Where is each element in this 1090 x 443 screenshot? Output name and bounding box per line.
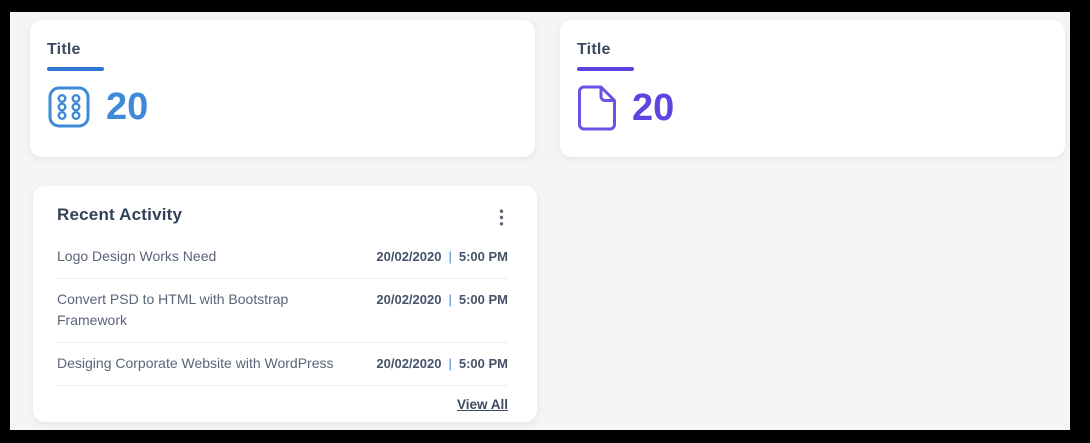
stat-value: 20	[632, 87, 675, 129]
activity-time: 5:00 PM	[458, 249, 508, 264]
view-all-link[interactable]: View All	[456, 397, 508, 412]
stat-row: 20	[47, 85, 517, 129]
activity-label: Desiging Corporate Website with WordPres…	[57, 355, 334, 371]
activity-meta: 20/02/2020 | 5:00 PM	[376, 289, 508, 310]
activity-meta: 20/02/2020 | 5:00 PM	[376, 353, 508, 374]
activity-date: 20/02/2020	[376, 249, 442, 264]
activity-date: 20/02/2020	[376, 356, 442, 371]
stat-title-underline	[577, 67, 634, 71]
activity-time: 5:00 PM	[458, 356, 508, 371]
file-icon	[577, 85, 617, 131]
meta-separator: |	[448, 356, 452, 371]
activity-date: 20/02/2020	[376, 292, 442, 307]
activity-label: Logo Design Works Need	[57, 248, 217, 264]
activity-row[interactable]: Logo Design Works Need 20/02/2020 | 5:00 P…	[57, 236, 508, 279]
stat-card-title: Title	[47, 41, 81, 58]
stat-card-file: Title 20	[560, 20, 1065, 157]
stat-card-title: Title	[577, 41, 611, 58]
dashboard-page: Title 20 Title	[10, 12, 1070, 430]
recent-activity-header: Recent Activity	[57, 205, 508, 231]
kebab-menu-icon	[499, 209, 504, 229]
activity-time: 5:00 PM	[458, 292, 508, 307]
stat-row: 20	[577, 85, 1047, 131]
kebab-menu-button[interactable]	[495, 207, 508, 231]
stat-card-dice: Title 20	[30, 20, 535, 157]
recent-activity-card: Recent Activity Logo Design Works Need 2…	[33, 186, 537, 422]
recent-activity-title: Recent Activity	[57, 205, 183, 224]
dice-icon	[47, 85, 91, 129]
meta-separator: |	[448, 292, 452, 307]
activity-meta: 20/02/2020 | 5:00 PM	[376, 246, 508, 267]
meta-separator: |	[448, 249, 452, 264]
stat-value: 20	[106, 86, 149, 128]
view-all-row: View All	[57, 386, 508, 412]
stat-title-underline	[47, 67, 104, 71]
activity-label: Convert PSD to HTML with Bootstrap Frame…	[57, 291, 289, 328]
activity-row[interactable]: Convert PSD to HTML with Bootstrap Frame…	[57, 279, 508, 343]
activity-row[interactable]: Desiging Corporate Website with WordPres…	[57, 343, 508, 386]
